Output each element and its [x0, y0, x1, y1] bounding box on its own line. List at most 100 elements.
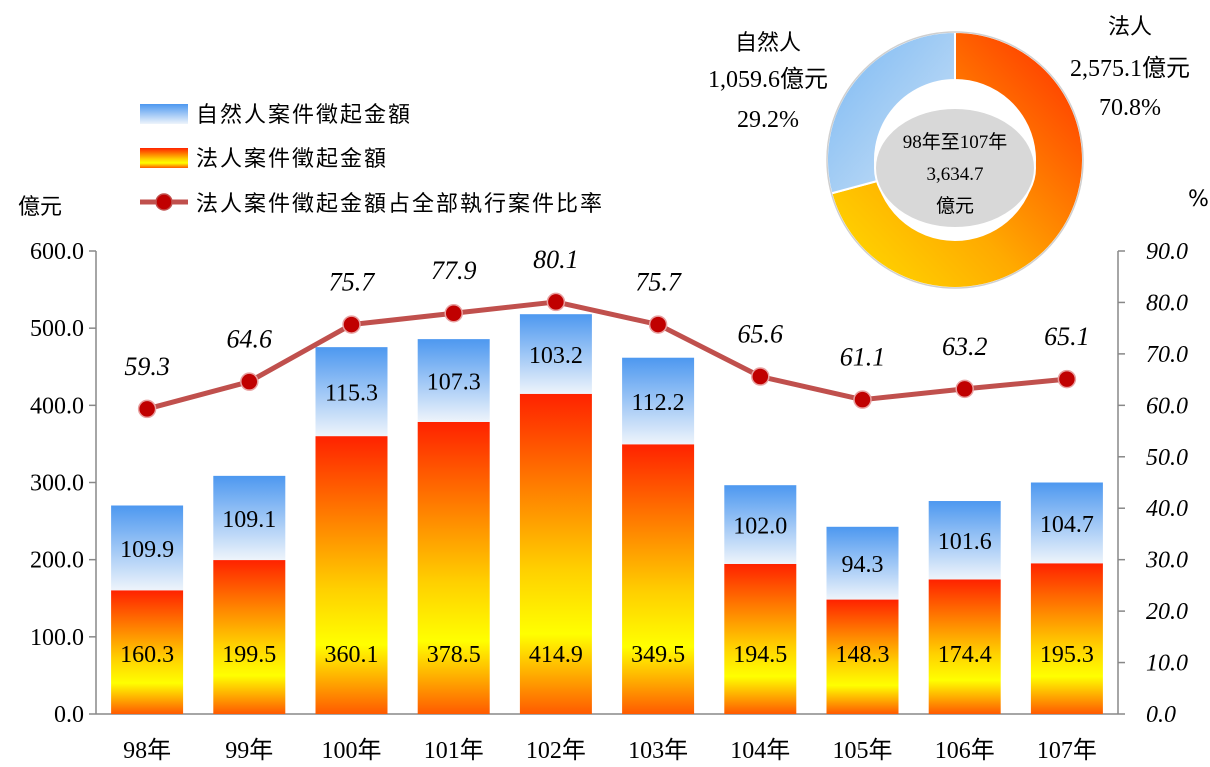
x-tick-label: 106年 — [935, 737, 995, 764]
bar-person — [519, 314, 592, 394]
bar-corp — [417, 421, 490, 714]
rate-point — [546, 292, 566, 312]
rate-point — [751, 367, 770, 386]
legend-swatch-corp — [140, 148, 188, 168]
x-tick-label: 104年 — [730, 737, 790, 764]
rate-point — [444, 303, 463, 323]
y-tick-label: 500.0 — [30, 316, 84, 342]
rate-point — [853, 390, 872, 409]
bar-corp-value: 378.5 — [427, 642, 481, 668]
x-tick-label: 101年 — [424, 737, 484, 764]
bar-corp-value: 195.3 — [1040, 642, 1094, 668]
bar-person — [1030, 482, 1103, 564]
y2-tick-label: 70.0 — [1146, 342, 1188, 368]
y2-tick-label: 90.0 — [1146, 239, 1188, 265]
bar-corp — [826, 599, 899, 714]
x-tick-label: 99年 — [225, 737, 273, 764]
rate-polyline — [146, 299, 1068, 412]
person-slice-name: 自然人 — [735, 31, 801, 56]
bar-corp — [1030, 563, 1103, 714]
donut-center-disc — [874, 107, 1036, 229]
stacked-bars: 160.3 109.9 199.5 109.1 360.1 115.3 378.5 107.3… — [111, 314, 1103, 714]
rate-point — [240, 372, 259, 391]
legend-corp-label: 法人案件徵起金額 — [196, 147, 388, 172]
y2-tick-label: 40.0 — [1146, 496, 1188, 522]
bar-corp — [213, 560, 286, 714]
bar-corp-value: 160.3 — [120, 642, 174, 668]
rate-value-label: 61.1 — [840, 343, 886, 372]
x-tick-label: 103年 — [628, 737, 688, 764]
bar-person-value: 109.1 — [222, 507, 276, 533]
bar-person-value: 107.3 — [427, 370, 481, 396]
rate-value-label: 75.7 — [329, 268, 376, 297]
bar-corp — [315, 436, 388, 714]
corp-slice-name: 法人 — [1108, 15, 1152, 40]
donut-label-person: 自然人 1,059.6億元 29.2% — [708, 31, 828, 133]
rate-value-label: 75.7 — [635, 268, 682, 297]
y2-tick-label: 80.0 — [1146, 290, 1188, 316]
legend-marker-swatch — [155, 193, 173, 211]
bar-corp — [724, 563, 797, 714]
y-tick-label: 300.0 — [30, 471, 84, 497]
bar-corp-value: 349.5 — [631, 642, 685, 668]
x-tick-label: 102年 — [526, 737, 586, 764]
y2-tick-label: 20.0 — [1146, 599, 1188, 625]
person-slice-amount: 1,059.6億元 — [708, 66, 828, 93]
rate-value-label: 59.3 — [124, 352, 170, 381]
bar-corp-value: 414.9 — [529, 642, 583, 668]
donut-center-line1: 98年至107年 — [903, 131, 1008, 153]
bar-person — [315, 347, 388, 437]
y-tick-label: 0.0 — [54, 702, 84, 728]
y-tick-label: 200.0 — [30, 548, 84, 574]
bar-corp — [519, 393, 592, 714]
donut-center-line2: 3,634.7 — [927, 164, 984, 185]
bar-corp — [928, 579, 1001, 714]
legend-person-label: 自然人案件徵起金額 — [196, 103, 412, 128]
rate-point — [137, 399, 157, 419]
rate-point — [342, 315, 361, 334]
bar-person — [826, 526, 899, 600]
rate-value-label: 64.6 — [227, 325, 273, 354]
bar-corp-value: 194.5 — [733, 642, 787, 668]
rate-value-label: 77.9 — [431, 256, 477, 285]
donut-center: 98年至107年 3,634.7 億元 — [874, 107, 1036, 229]
bar-person-value: 94.3 — [842, 552, 884, 578]
y-axis-label: 億元 — [18, 195, 62, 220]
bar-person-value: 112.2 — [632, 390, 685, 416]
bar-person-value: 101.6 — [938, 529, 992, 555]
rate-point — [955, 379, 974, 399]
bar-corp-value: 199.5 — [222, 642, 276, 668]
bar-person — [724, 485, 797, 564]
y2-tick-label: 50.0 — [1146, 445, 1188, 471]
x-tick-label: 100年 — [322, 737, 382, 764]
donut-outline — [826, 31, 1084, 289]
bar-corp-value: 148.3 — [836, 642, 890, 668]
bar-corp — [111, 590, 184, 714]
donut-label-corp: 法人 2,575.1億元 70.8% — [1070, 15, 1190, 121]
legend: 自然人案件徵起金額 法人案件徵起金額 法人案件徵起金額占全部執行案件比率 — [140, 103, 602, 217]
y2-tick-label: 0.0 — [1146, 702, 1176, 728]
person-slice-percent: 29.2% — [737, 107, 799, 133]
rate-value-label: 63.2 — [942, 332, 988, 361]
rate-point — [648, 315, 668, 334]
bar-corp-value: 360.1 — [325, 642, 379, 668]
y2-axis-label: % — [1188, 187, 1209, 212]
bar-corp-value: 174.4 — [938, 642, 992, 668]
bar-person — [622, 357, 695, 445]
rate-line: 59.3 64.6 75.7 77.9 80.1 75.7 65.6 61.1 63.2 65.1 — [124, 245, 1090, 419]
x-tick-label: 107年 — [1037, 737, 1097, 764]
y2-tick-label: 30.0 — [1145, 548, 1188, 574]
y-tick-label: 400.0 — [30, 393, 84, 419]
corp-slice-amount: 2,575.1億元 — [1070, 55, 1190, 82]
rate-value-label: 65.1 — [1044, 322, 1090, 351]
bar-person-value: 115.3 — [325, 381, 378, 407]
bar-person — [213, 475, 286, 561]
bar-corp — [622, 444, 695, 714]
y-tick-label: 600.0 — [30, 239, 84, 265]
donut-center-line3: 億元 — [936, 195, 974, 217]
rate-value-label: 80.1 — [533, 245, 579, 274]
right-axis-ticks: 0.0 10.0 20.0 30.0 40.0 50.0 60.0 70.0 80.0 90.0 — [1118, 239, 1188, 728]
bar-person-value: 103.2 — [529, 343, 583, 369]
x-tick-label: 98年 — [123, 737, 171, 764]
